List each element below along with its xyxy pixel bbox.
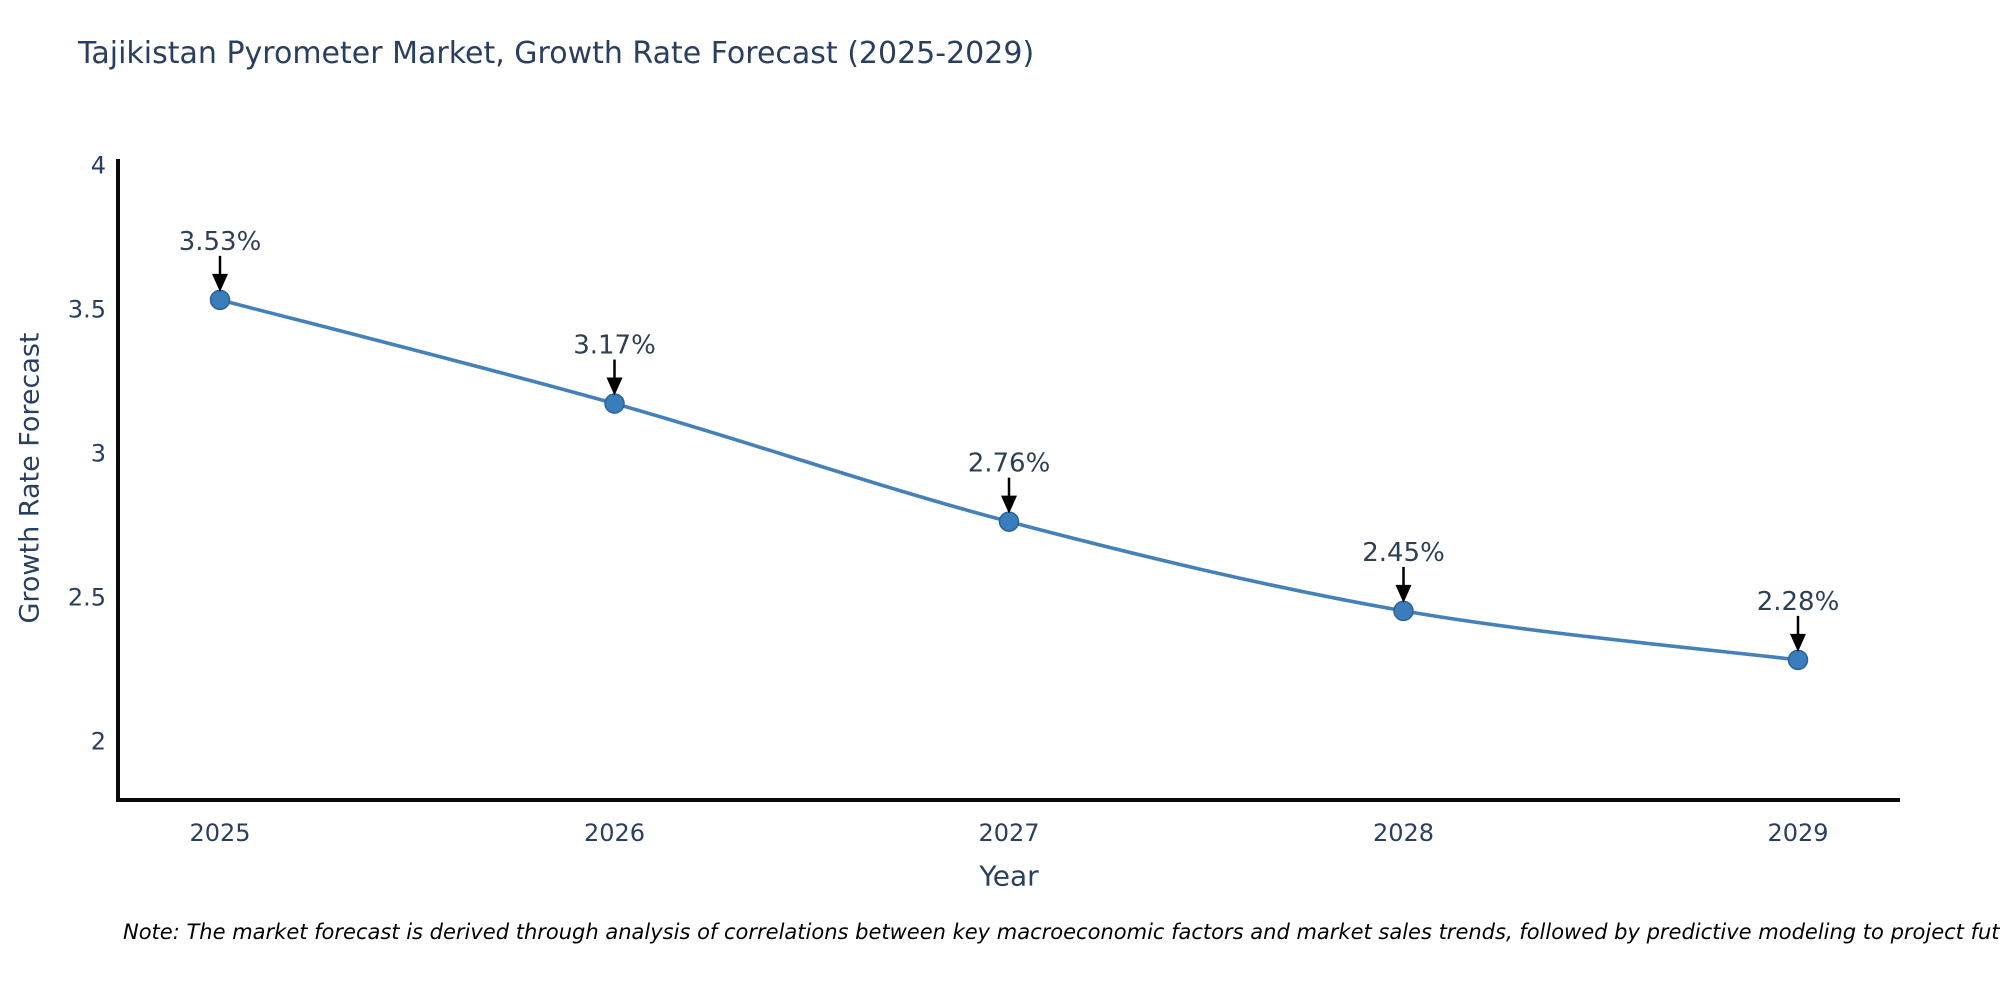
annotation-arrowhead-icon bbox=[212, 273, 228, 292]
y-tick-label: 4 bbox=[91, 152, 106, 180]
data-point-annotation: 3.53% bbox=[179, 227, 262, 257]
annotation-arrowhead-icon bbox=[1790, 633, 1806, 652]
y-tick-label: 2.5 bbox=[68, 584, 106, 612]
x-tick-label: 2028 bbox=[1373, 819, 1434, 847]
annotation-arrowhead-icon bbox=[1001, 495, 1017, 514]
chart-footnote: Note: The market forecast is derived thr… bbox=[123, 920, 2000, 944]
x-tick-label: 2026 bbox=[584, 819, 645, 847]
x-tick-label: 2027 bbox=[978, 819, 1039, 847]
annotation-arrowhead-icon bbox=[1395, 584, 1412, 603]
data-point-marker bbox=[998, 511, 1020, 532]
data-point-annotation: 2.45% bbox=[1362, 538, 1445, 568]
y-tick-label: 3.5 bbox=[68, 296, 106, 324]
x-tick-label: 2029 bbox=[1767, 819, 1828, 847]
data-point-annotation: 2.28% bbox=[1757, 587, 1840, 617]
y-tick-label: 2 bbox=[91, 728, 106, 756]
y-tick-label: 3 bbox=[91, 440, 106, 468]
data-point-marker bbox=[604, 393, 625, 414]
annotation-arrowhead-icon bbox=[606, 377, 623, 396]
data-point-marker bbox=[1393, 600, 1414, 622]
data-point-annotation: 2.76% bbox=[968, 449, 1051, 479]
chart-title: Tajikistan Pyrometer Market, Growth Rate… bbox=[78, 36, 1035, 71]
x-axis-title: Year bbox=[979, 859, 1039, 893]
data-point-marker bbox=[209, 289, 231, 311]
x-tick-label: 2025 bbox=[189, 819, 250, 847]
data-point-marker bbox=[1787, 649, 1809, 671]
data-point-annotation: 3.17% bbox=[573, 331, 656, 361]
